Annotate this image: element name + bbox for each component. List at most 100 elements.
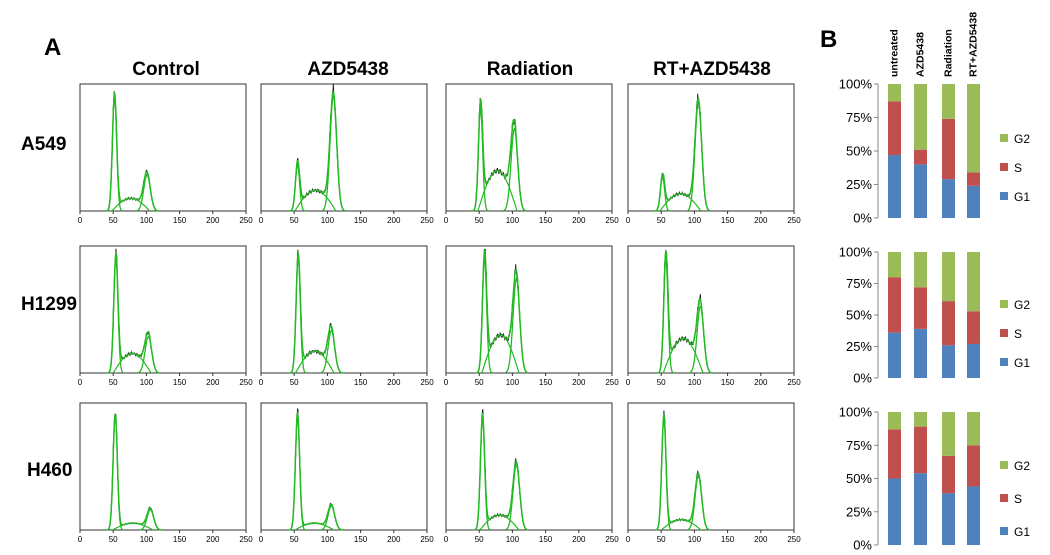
x-tick-label: 250 — [239, 535, 253, 544]
total-fit-line — [475, 248, 529, 374]
total-fit-line — [106, 251, 161, 374]
x-tick-label: 250 — [605, 378, 619, 387]
bar-segment-s — [942, 301, 955, 346]
total-fit-line — [288, 91, 346, 212]
bar-segment-s — [914, 149, 927, 165]
panel-label-b: B — [820, 26, 837, 53]
x-tick-label: 50 — [657, 216, 666, 225]
bar-segment-g2 — [942, 412, 955, 456]
bar-segment-g1 — [914, 473, 927, 545]
x-tick-label: 250 — [787, 216, 801, 225]
bar-segment-g1 — [967, 343, 980, 378]
bar-segment-g2 — [888, 412, 901, 430]
bar-segment-s — [942, 118, 955, 180]
bar-segment-s — [967, 172, 980, 186]
bar-segment-g2 — [888, 84, 901, 102]
x-tick-label: 50 — [657, 378, 666, 387]
bar-segment-g1 — [942, 493, 955, 545]
x-tick-label: 150 — [354, 216, 368, 225]
x-tick-label: 250 — [787, 378, 801, 387]
x-tick-label: 100 — [140, 378, 154, 387]
plot-frame — [445, 402, 613, 531]
stacked-bar-chart: 0% 25% 50% 75% 100% G2 S G1 — [839, 405, 1031, 553]
total-fit-line — [105, 413, 163, 531]
panel-a-histograms: Control AZD5438 Radiation RT+AZD5438 A549 H12… — [21, 59, 801, 544]
plot-frame — [627, 245, 795, 374]
category-label: RT+AZD5438 — [968, 12, 980, 77]
total-fit-line — [654, 412, 711, 531]
x-tick-label: 150 — [173, 378, 187, 387]
x-tick-label: 0 — [626, 535, 631, 544]
legend-swatch — [1000, 329, 1008, 337]
x-tick-label: 50 — [109, 535, 118, 544]
legend-label: S — [1014, 327, 1022, 341]
x-tick-label: 200 — [572, 378, 586, 387]
bar-segment-g1 — [914, 164, 927, 218]
legend-swatch — [1000, 461, 1008, 469]
y-tick-label: 25% — [846, 177, 872, 192]
x-tick-label: 250 — [239, 216, 253, 225]
legend-swatch — [1000, 494, 1008, 502]
x-tick-label: 100 — [688, 378, 702, 387]
stacked-bar-chart: 0% 25% 50% 75% 100% G2 S G1 — [839, 77, 1031, 226]
y-tick-label: 100% — [839, 405, 873, 420]
bar-segment-g1 — [888, 155, 901, 218]
x-tick-label: 200 — [206, 378, 220, 387]
column-header: RT+AZD5438 — [653, 59, 771, 80]
x-tick-label: 150 — [539, 535, 553, 544]
x-tick-label: 250 — [605, 535, 619, 544]
x-tick-label: 200 — [572, 216, 586, 225]
legend-label: S — [1014, 492, 1022, 506]
y-tick-label: 0% — [853, 371, 872, 386]
bar-segment-g2 — [942, 252, 955, 302]
x-tick-label: 100 — [506, 535, 520, 544]
bar-segment-s — [967, 445, 980, 487]
x-tick-label: 0 — [626, 216, 631, 225]
legend-label: G2 — [1014, 459, 1030, 473]
bar-segment-g2 — [914, 84, 927, 150]
bar-segment-g2 — [967, 412, 980, 446]
y-tick-label: 50% — [846, 308, 872, 323]
histogram-plot: 0 50 100 150 200 250 — [259, 245, 434, 387]
legend-label: S — [1014, 161, 1022, 175]
x-tick-label: 0 — [78, 535, 83, 544]
bar-segment-g2 — [967, 252, 980, 312]
legend-swatch — [1000, 192, 1008, 200]
histogram-plot: 0 50 100 150 200 250 — [78, 245, 253, 387]
row-label: A549 — [21, 134, 66, 155]
x-tick-label: 250 — [420, 378, 434, 387]
x-tick-label: 0 — [444, 216, 449, 225]
x-tick-label: 200 — [754, 535, 768, 544]
x-tick-label: 0 — [78, 216, 83, 225]
y-tick-label: 0% — [853, 538, 872, 553]
bar-segment-g1 — [888, 332, 901, 378]
x-tick-label: 100 — [321, 378, 335, 387]
plot-frame — [445, 245, 613, 374]
histogram-plot: 0 50 100 150 200 250 — [259, 83, 434, 225]
legend-label: G1 — [1014, 356, 1030, 370]
x-tick-label: 150 — [721, 216, 735, 225]
y-tick-label: 75% — [846, 110, 872, 125]
bar-segment-g1 — [967, 486, 980, 545]
x-tick-label: 0 — [626, 378, 631, 387]
panel-b-stacked-bars: untreated AZD5438 Radiation RT+AZD5438 0% 25%… — [839, 12, 1031, 553]
bar-segment-g1 — [888, 478, 901, 545]
x-tick-label: 200 — [206, 216, 220, 225]
legend-label: G1 — [1014, 190, 1030, 204]
bar-segment-s — [914, 287, 927, 329]
legend-swatch — [1000, 134, 1008, 142]
bar-segment-g2 — [967, 84, 980, 173]
total-fit-line — [105, 90, 159, 212]
bar-segment-g1 — [914, 328, 927, 378]
y-tick-label: 100% — [839, 245, 873, 260]
x-tick-label: 250 — [605, 216, 619, 225]
bar-segment-s — [888, 429, 901, 479]
plot-frame — [627, 83, 795, 212]
bar-segment-g1 — [942, 345, 955, 378]
x-tick-label: 200 — [206, 535, 220, 544]
bar-segment-g2 — [942, 84, 955, 119]
x-tick-label: 250 — [239, 378, 253, 387]
plot-frame — [445, 83, 613, 212]
y-tick-label: 0% — [853, 211, 872, 226]
